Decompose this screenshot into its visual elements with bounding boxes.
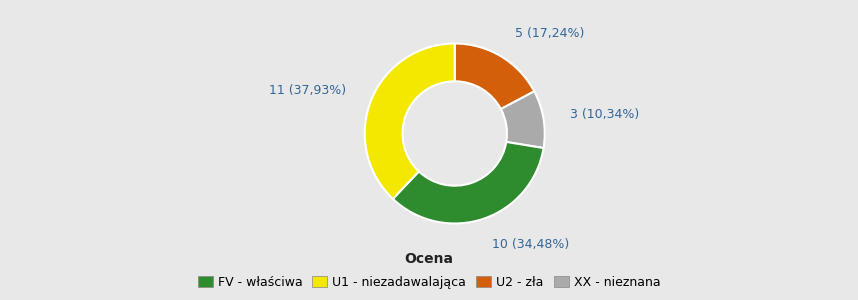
Wedge shape bbox=[501, 91, 545, 148]
Wedge shape bbox=[455, 44, 535, 109]
Text: 10 (34,48%): 10 (34,48%) bbox=[492, 238, 570, 251]
Wedge shape bbox=[365, 44, 455, 199]
Text: 5 (17,24%): 5 (17,24%) bbox=[515, 27, 584, 40]
Wedge shape bbox=[393, 142, 544, 224]
Text: 11 (37,93%): 11 (37,93%) bbox=[269, 84, 346, 97]
Legend: FV - właściwa, U1 - niezadawalająca, U2 - zła, XX - nieznana: FV - właściwa, U1 - niezadawalająca, U2 … bbox=[193, 271, 665, 294]
Text: 3 (10,34%): 3 (10,34%) bbox=[571, 108, 639, 121]
Text: Ocena: Ocena bbox=[404, 252, 454, 266]
